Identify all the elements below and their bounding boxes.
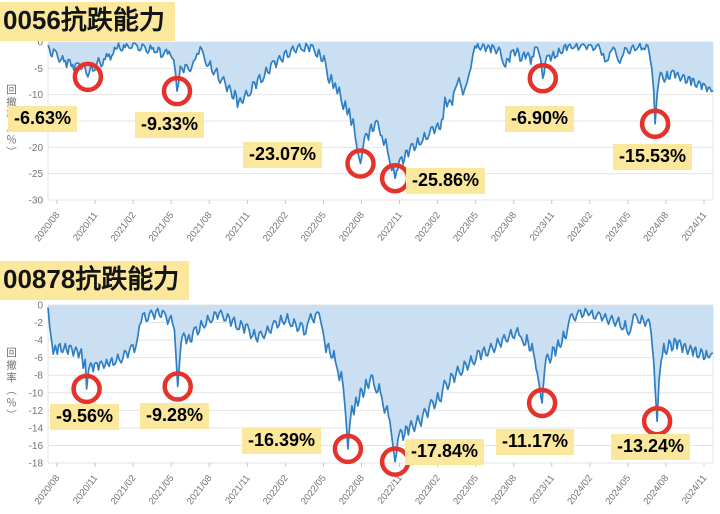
y-axis-title-00878: 回撤率（％） — [5, 347, 17, 422]
y-tick-label: -25 — [29, 169, 44, 180]
dip-annotation: -17.84% — [405, 439, 485, 466]
dip-annotation: -25.86% — [406, 168, 486, 195]
dip-annotation: -15.53% — [613, 144, 693, 171]
x-tick-label: 2021/11 — [223, 210, 252, 243]
dip-circle — [72, 61, 104, 93]
dip-annotation: -23.07% — [243, 142, 323, 169]
x-tick-label: 2020/11 — [71, 473, 100, 506]
y-tick-label: -30 — [29, 196, 44, 207]
chart-block-0056: 0056抗跌能力 回撤率（％） 0-5-10-15-20-25-302020/0… — [0, 2, 714, 244]
dip-circle — [162, 371, 193, 402]
y-tick-label: -10 — [29, 388, 44, 399]
dip-annotation: -9.56% — [50, 404, 120, 431]
dip-circle — [71, 373, 102, 405]
x-tick-label: 2022/02 — [261, 210, 291, 244]
dip-annotation: -11.17% — [496, 429, 575, 456]
x-tick-label: 2020/08 — [33, 210, 63, 244]
dip-circle — [332, 433, 364, 465]
x-tick-label: 2022/05 — [299, 473, 329, 507]
x-tick-label: 2023/02 — [413, 210, 443, 244]
y-tick-label: -4 — [34, 336, 43, 347]
dip-annotation: -13.24% — [611, 434, 691, 461]
dip-annotation: -6.63% — [8, 106, 78, 133]
dip-circle — [526, 387, 558, 419]
x-tick-label: 2023/08 — [489, 210, 519, 244]
x-tick-label: 2021/05 — [147, 473, 177, 507]
x-tick-label: 2021/08 — [185, 473, 215, 507]
x-tick-label: 2022/02 — [261, 473, 291, 507]
x-tick-label: 2023/11 — [528, 210, 557, 243]
y-tick-label: -18 — [29, 459, 44, 470]
x-tick-label: 2023/08 — [489, 473, 519, 507]
chart-block-00878: 00878抗跌能力 回撤率（％） 0 -2 -4 -6 -8 -10 -12 -14 -16 -1… — [0, 257, 720, 514]
dip-circle — [161, 75, 193, 107]
y-tick-label: -14 — [29, 423, 44, 434]
y-tick-label: -20 — [29, 143, 44, 154]
y-tick-label: -16 — [29, 441, 44, 452]
x-tick-label: 2021/11 — [223, 473, 252, 506]
y-tick-label: -5 — [34, 64, 43, 75]
x-tick-label: 2022/11 — [376, 210, 405, 243]
x-tick-label: 2023/05 — [451, 210, 481, 244]
y-tick-label: -2 — [34, 318, 43, 329]
chart-title-00878: 00878抗跌能力 — [0, 261, 190, 301]
dip-circle — [527, 63, 559, 94]
dip-annotation: -6.90% — [505, 106, 575, 133]
dip-annotation: -16.39% — [242, 428, 322, 455]
y-tick-label: 0 — [37, 38, 43, 49]
dip-circle — [639, 108, 671, 140]
x-tick-label: 2023/02 — [413, 473, 443, 507]
x-tick-label: 2024/02 — [565, 473, 595, 507]
x-tick-label: 2022/11 — [376, 473, 405, 506]
x-tick-label: 2021/05 — [147, 210, 177, 244]
x-tick-label: 2020/08 — [33, 473, 63, 507]
x-tick-label: 2023/11 — [528, 473, 557, 506]
x-tick-label: 2024/08 — [641, 473, 671, 507]
dip-annotation: -9.28% — [140, 403, 210, 430]
y-tick-label: -8 — [34, 371, 43, 382]
drawdown-area — [48, 42, 713, 179]
y-tick-label: -12 — [29, 406, 44, 417]
x-tick-label: 2024/11 — [680, 210, 709, 243]
y-tick-label: 0 — [37, 301, 43, 312]
x-tick-label: 2021/08 — [185, 210, 215, 244]
x-tick-label: 2024/08 — [641, 210, 671, 244]
x-tick-label: 2023/05 — [451, 473, 481, 507]
x-tick-label: 2022/08 — [337, 210, 367, 244]
x-tick-label: 2021/02 — [109, 210, 139, 244]
dip-circle — [345, 148, 376, 179]
y-tick-label: -6 — [34, 353, 43, 364]
x-tick-label: 2024/11 — [680, 473, 709, 506]
drawdown-line — [47, 307, 713, 463]
dip-annotation: -9.33% — [135, 112, 205, 139]
x-tick-label: 2022/08 — [337, 473, 367, 507]
x-tick-label: 2024/02 — [565, 210, 595, 244]
x-tick-label: 2021/02 — [109, 473, 139, 507]
drawdown-chart-0056: 0-5-10-15-20-25-302020/082020/112021/022… — [29, 38, 714, 244]
x-tick-label: 2020/11 — [71, 210, 100, 243]
y-tick-label: -10 — [29, 90, 44, 101]
drawdown-line — [47, 42, 714, 180]
x-tick-label: 2022/05 — [299, 210, 329, 244]
x-tick-label: 2024/05 — [603, 473, 633, 507]
drawdown-area — [48, 305, 713, 462]
drawdown-chart-00878: 0 -2 -4 -6 -8 -10 -12 -14 -16 -18 2020/08 2020/11 20… — [29, 301, 714, 507]
x-tick-label: 2024/05 — [603, 210, 633, 244]
chart-title-0056: 0056抗跌能力 — [0, 2, 175, 42]
